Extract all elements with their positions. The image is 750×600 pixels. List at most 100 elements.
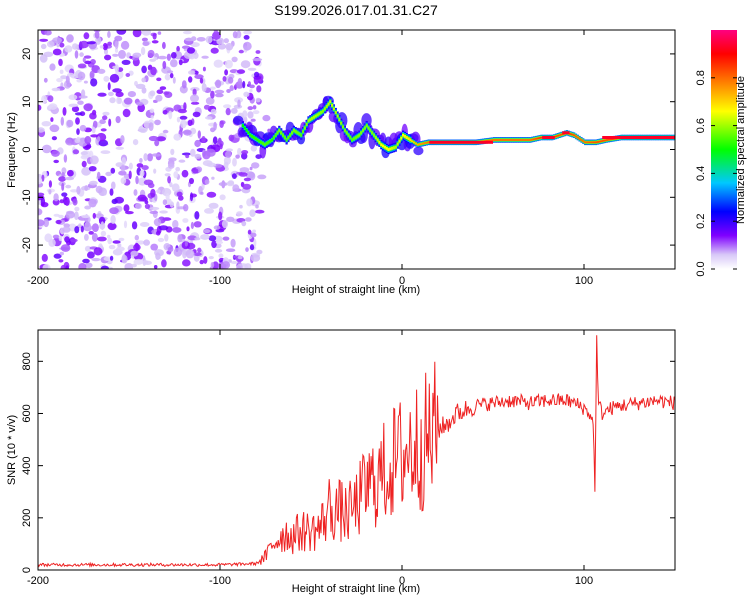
noise-cell — [90, 59, 96, 65]
noise-cell — [100, 150, 111, 155]
noise-cell — [74, 50, 79, 59]
noise-cell — [110, 167, 116, 174]
noise-cell — [131, 221, 138, 230]
noise-cell — [141, 77, 146, 83]
track-cell — [349, 136, 352, 139]
noise-cell — [201, 83, 207, 92]
track-cell — [376, 138, 379, 142]
noise-cell — [172, 219, 179, 229]
noise-cell — [238, 49, 244, 54]
noise-cell — [171, 183, 180, 192]
track-cell — [503, 139, 507, 141]
track-cell — [571, 133, 574, 136]
noise-cell — [155, 94, 163, 102]
noise-cell — [243, 116, 248, 124]
noise-cell — [100, 265, 109, 269]
track-cell — [591, 141, 594, 144]
noise-cell — [120, 135, 125, 144]
noise-cell — [116, 96, 121, 105]
noise-cell — [108, 244, 116, 250]
noise-cell — [182, 259, 191, 267]
noise-cell — [214, 249, 223, 253]
noise-cell — [241, 220, 247, 227]
track-cell — [494, 139, 497, 141]
noise-cell — [143, 153, 148, 162]
noise-cell — [132, 139, 139, 146]
track-cell — [412, 141, 416, 144]
noise-cell — [181, 169, 189, 178]
track-cell — [598, 140, 601, 143]
noise-cell — [80, 151, 89, 156]
noise-cell — [62, 107, 67, 116]
noise-cell — [199, 77, 204, 84]
track-cell — [267, 140, 270, 144]
track-cell — [331, 103, 334, 107]
noise-cell — [149, 206, 160, 211]
colorbar-tick-label: 0.8 — [695, 70, 707, 85]
noise-cell — [226, 89, 231, 93]
noise-cell — [83, 80, 88, 84]
noise-cell — [52, 48, 62, 56]
noise-cell — [219, 143, 223, 150]
noise-cell — [170, 148, 175, 156]
spectrogram-x-label: Height of straight line (km) — [292, 284, 420, 296]
track-cell — [414, 142, 417, 145]
noise-cell — [105, 171, 112, 177]
track-cell — [580, 139, 583, 141]
snr-x-label: Height of straight line (km) — [292, 583, 420, 595]
noise-cell — [133, 189, 138, 196]
noise-cell — [183, 30, 192, 35]
track-cell — [496, 139, 499, 141]
noise-cell — [120, 40, 130, 50]
noise-cell — [213, 59, 223, 68]
track-cell — [334, 111, 337, 114]
noise-cell — [151, 153, 161, 157]
track-cell — [369, 128, 372, 132]
track-cell — [587, 141, 590, 144]
noise-cell — [84, 233, 89, 241]
noise-cell — [232, 157, 237, 167]
noise-cell — [200, 235, 209, 239]
track-peak — [562, 131, 570, 135]
noise-cell — [127, 91, 136, 98]
noise-cell — [150, 188, 156, 198]
colorbar-ticks: 0.0 0.2 0.4 0.6 0.8 — [695, 70, 737, 277]
track-cell — [292, 128, 295, 132]
noise-cell — [79, 40, 89, 49]
noise-cell — [238, 172, 248, 177]
noise-cell — [243, 177, 251, 182]
noise-cell — [137, 194, 147, 202]
noise-cell — [61, 192, 68, 197]
noise-cell — [199, 259, 204, 265]
noise-cell — [79, 124, 87, 132]
track-cell — [513, 139, 516, 141]
noise-cell — [250, 118, 256, 122]
noise-cell — [226, 181, 235, 187]
track-cell — [321, 109, 325, 113]
snr-frame — [37, 329, 676, 571]
noise-cell — [110, 215, 116, 224]
x-tick-label: -200 — [27, 275, 49, 287]
noise-cell — [142, 41, 150, 47]
noise-cell — [38, 177, 43, 185]
noise-cell — [176, 45, 180, 53]
noise-cell — [128, 170, 132, 180]
noise-cell — [194, 139, 201, 148]
noise-cell — [100, 230, 107, 237]
track-cell — [525, 139, 528, 141]
noise-cell — [122, 108, 131, 118]
noise-cell — [81, 185, 91, 191]
noise-cell — [81, 166, 91, 176]
noise-cell — [143, 239, 151, 246]
track-cell — [300, 133, 303, 137]
noise-cell — [193, 252, 202, 257]
noise-cell — [68, 103, 79, 108]
noise-cell — [183, 129, 192, 136]
noise-cell — [162, 199, 168, 206]
noise-cell — [159, 86, 167, 90]
noise-cell — [203, 256, 208, 264]
track-cell — [589, 141, 592, 144]
noise-cell — [188, 70, 196, 75]
track-cell — [269, 139, 272, 143]
noise-cell — [173, 133, 182, 141]
